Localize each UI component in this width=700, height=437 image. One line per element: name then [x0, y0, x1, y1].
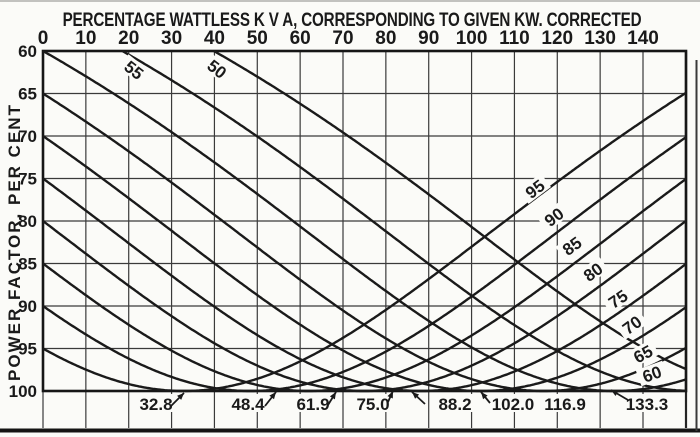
annotation-mask — [227, 394, 269, 412]
curve-label-mask — [201, 53, 234, 84]
y-tick-95: 95 — [18, 340, 37, 359]
chart-title: PERCENTAGE WATTLESS K V A, CORRESPONDING… — [63, 8, 642, 30]
x-tick-110: 110 — [499, 28, 530, 49]
annotation-value-80: 75.0 — [356, 395, 389, 414]
curve-pf-80 — [42, 220, 687, 393]
y-tick-80: 80 — [18, 212, 37, 231]
annotation-arrowhead — [269, 392, 276, 400]
curve-label-mask — [118, 54, 151, 85]
annotation-arrowhead — [387, 391, 393, 399]
annotation-value-70: 102.0 — [492, 395, 535, 414]
x-tick-120: 120 — [541, 28, 573, 49]
x-tick-0: 0 — [38, 28, 49, 49]
annotation-mask — [135, 394, 177, 412]
x-tick-30: 30 — [161, 28, 182, 49]
curve-label-mask — [635, 360, 668, 387]
curve-label-group: 75 — [601, 283, 635, 314]
y-tick-85: 85 — [18, 255, 37, 274]
curve-label-mask — [518, 173, 551, 204]
annotation-arrowhead — [329, 392, 336, 400]
y-axis-tick-labels: 60 65 70 75 80 85 90 95 100 — [9, 42, 37, 401]
curve-pf-95 — [42, 91, 687, 393]
annotation-value-90: 48.4 — [231, 395, 265, 414]
y-axis-label: POWER FACTOR, PER CENT — [5, 103, 24, 381]
curve-pf-90 — [42, 136, 687, 393]
curve-pf-50 — [213, 49, 686, 370]
annotation-value-85: 61.9 — [296, 395, 329, 414]
x-tick-140: 140 — [627, 28, 659, 49]
annotation-mask — [352, 394, 394, 412]
x-tick-60: 60 — [290, 28, 311, 49]
x-tick-70: 70 — [332, 28, 353, 49]
x-tick-100: 100 — [456, 28, 488, 49]
annotation-value-65: 116.9 — [544, 395, 586, 414]
curve-label-mask — [626, 339, 660, 368]
x-tick-20: 20 — [118, 28, 139, 49]
annotation-mask — [621, 394, 673, 412]
curve-pf-65 — [42, 92, 687, 393]
curve-label-mask — [615, 309, 649, 340]
annotation-arrowhead — [481, 392, 488, 400]
curve-pf-85 — [42, 178, 687, 393]
annotation-mask — [487, 394, 539, 412]
grid — [42, 50, 688, 428]
curve-label-group: 55 — [118, 54, 151, 85]
x-axis-tick-labels: 0 10 20 30 40 50 60 70 80 90 100 110 120 130 140 — [38, 28, 659, 49]
curve-label-mask — [555, 230, 589, 261]
annotation-mask — [292, 394, 334, 412]
y-tick-100: 100 — [9, 382, 37, 401]
curve-label-mask — [576, 256, 610, 287]
x-tick-80: 80 — [375, 28, 396, 49]
annotation-arrowhead — [177, 393, 184, 400]
annotation-value-75: 88.2 — [438, 395, 471, 414]
annotation-mask — [539, 394, 591, 412]
x-tick-50: 50 — [247, 28, 268, 49]
x-tick-10: 10 — [75, 28, 96, 49]
y-tick-90: 90 — [18, 297, 37, 316]
x-tick-40: 40 — [204, 28, 225, 49]
y-tick-60: 60 — [18, 42, 37, 61]
curve-label-group: 70 — [615, 309, 649, 340]
annotation-arrowhead — [611, 390, 619, 396]
wattless-kva-annotations: 32.8 48.4 61.9 75.0 88.2 102.0 116.9 133.3 — [135, 389, 673, 414]
curve-label-mask — [601, 283, 635, 314]
annotation-value-95: 32.8 — [139, 395, 172, 414]
curve-label-mask — [537, 201, 570, 232]
annotation-arrowhead — [412, 392, 420, 399]
x-tick-130: 130 — [584, 28, 616, 49]
curve-pf-55 — [121, 49, 687, 393]
y-tick-70: 70 — [18, 127, 37, 146]
y-tick-75: 75 — [18, 170, 37, 189]
curve-label-group: 90 — [537, 201, 570, 232]
x-tick-90: 90 — [418, 28, 439, 49]
y-tick-65: 65 — [18, 85, 37, 104]
annotation-mask — [434, 394, 476, 412]
curve-family — [42, 49, 687, 393]
annotation-value-60: 133.3 — [626, 395, 669, 414]
curve-label-group: 85 — [555, 230, 589, 261]
